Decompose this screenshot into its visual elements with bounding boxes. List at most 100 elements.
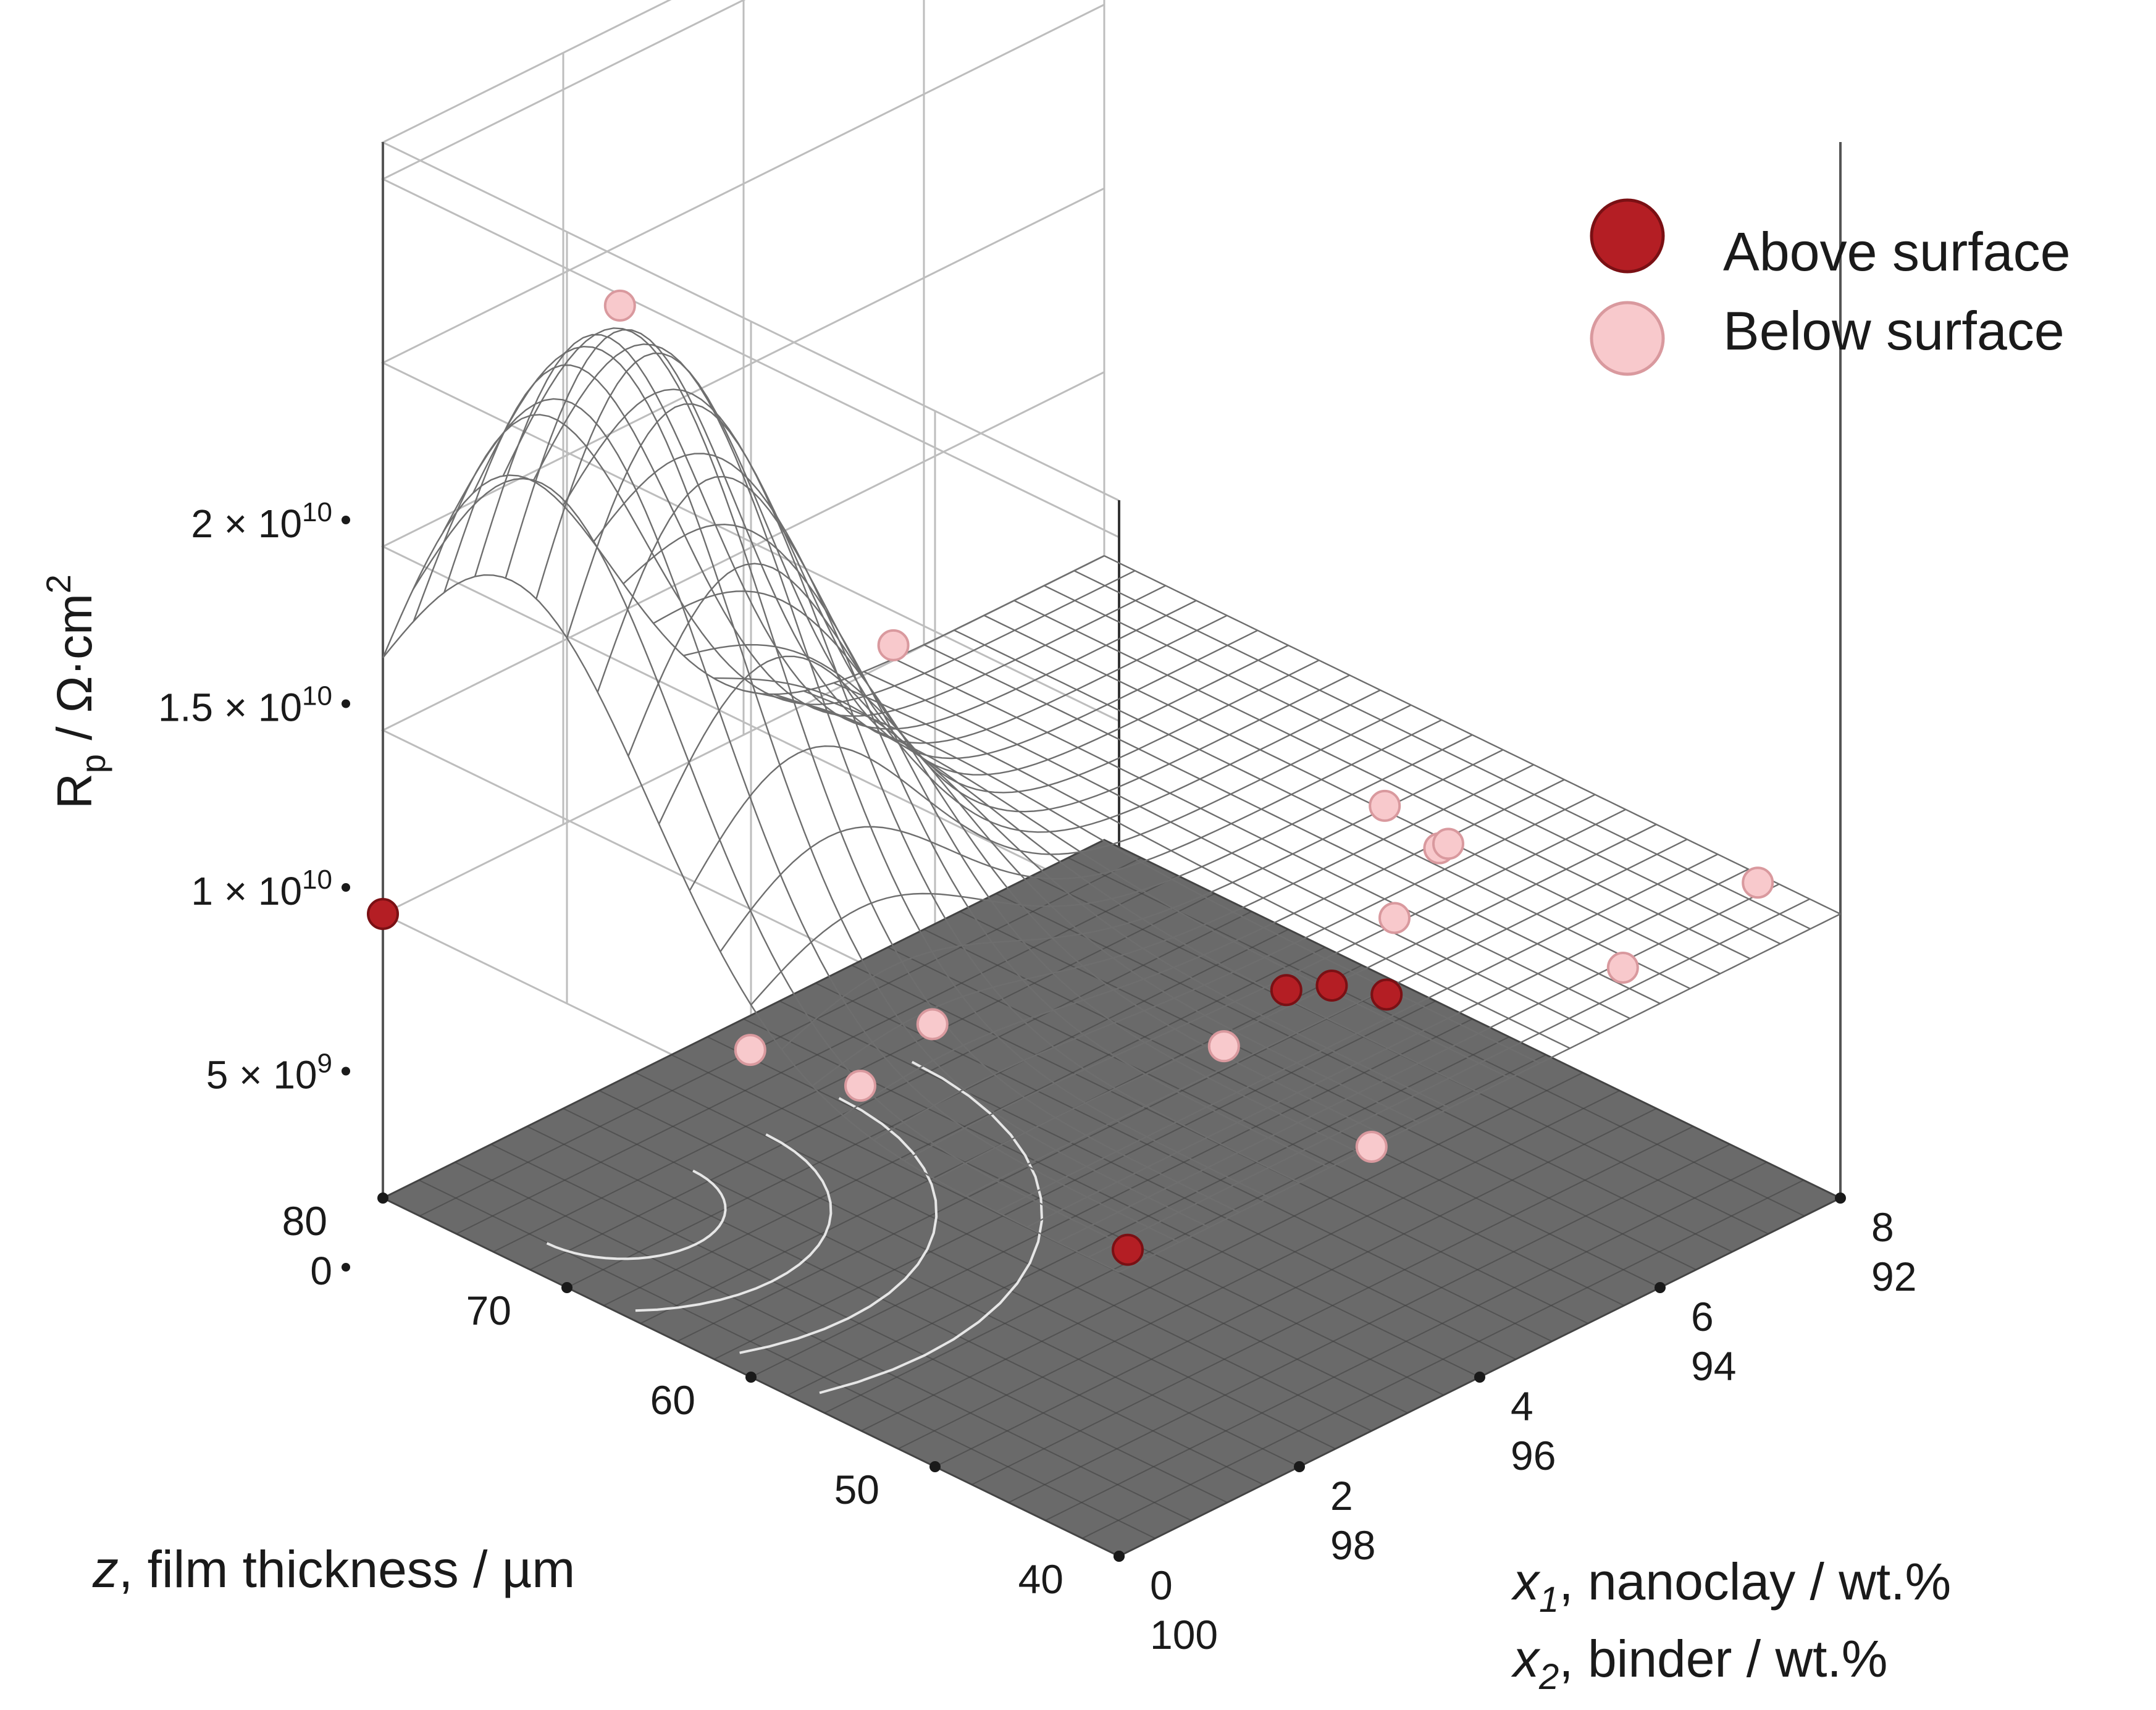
data-point-below (1432, 828, 1464, 860)
floor-grid-line (934, 1108, 1657, 1467)
surface-mesh-line (382, 474, 1105, 695)
thickness-tick-label: 50 (834, 1467, 879, 1512)
data-point-below (1606, 952, 1639, 984)
floor-grid-line (897, 1090, 1620, 1449)
composition-tick-dot (1655, 1282, 1666, 1293)
floor-grid-line (419, 857, 1142, 1217)
floor-grid-line (1045, 1162, 1768, 1521)
data-point-below (1378, 902, 1411, 934)
thickness-axis-title: z, film thickness / µm (92, 1540, 575, 1598)
surface-mesh-line (996, 853, 1718, 1213)
legend-marker-below (1590, 301, 1665, 376)
binder-tick-label: 94 (1691, 1343, 1736, 1389)
legend: Above surface Below surface (1590, 198, 2071, 376)
floor-grid-line (971, 1126, 1694, 1485)
binder-tick-label: 100 (1150, 1612, 1218, 1658)
data-point-above (1315, 970, 1348, 1002)
legend-marker-above (1590, 198, 1665, 274)
surface-mesh-line (1088, 898, 1810, 1258)
surface-mesh-line (689, 704, 1412, 891)
floor-grid-line (750, 1018, 1473, 1378)
binder-tick-label: 92 (1871, 1254, 1916, 1299)
nanoclay-tick-label: 0 (1150, 1562, 1173, 1608)
surface-mesh-line (597, 476, 1320, 794)
surface-mesh-line (904, 808, 1626, 1162)
floor-grid-line (1008, 1144, 1730, 1503)
legend-label-above: Above surface (1723, 221, 2071, 282)
surface-mesh-line (1026, 868, 1749, 1228)
data-point-above (1112, 1233, 1144, 1266)
floor-grid-line (787, 1036, 1510, 1396)
data-point-above (1370, 978, 1403, 1011)
surface-mesh-line (719, 719, 1442, 952)
nanoclay-axis-title: x1, nanoclay / wt.% (1511, 1553, 1951, 1620)
data-point-below (734, 1034, 766, 1067)
floor-grid-line (824, 1054, 1546, 1414)
thickness-tick-dot (745, 1372, 757, 1383)
binder-tick-label: 98 (1330, 1522, 1375, 1568)
data-point-below (877, 629, 910, 661)
z-tick-label: 1 × 1010 (191, 865, 332, 913)
surface-mesh-line (658, 655, 1381, 833)
floor-plane (380, 839, 1843, 1557)
thickness-tick-label: 40 (1018, 1556, 1063, 1602)
floor-contour (739, 1097, 938, 1354)
composition-tick-dot (1294, 1461, 1305, 1472)
thickness-tick-dot (929, 1461, 941, 1472)
binder-axis-title: x2, binder / wt.% (1511, 1630, 1887, 1697)
surface-mesh-line (535, 352, 1258, 760)
floor-grid-line (677, 983, 1399, 1342)
z-tick-label: 1.5 × 1010 (158, 681, 332, 730)
z-tick-label: 0 (310, 1249, 332, 1293)
surface-mesh-line (474, 333, 1197, 730)
z-tick-label: 2 × 1010 (191, 497, 332, 546)
data-point-below (1369, 789, 1401, 822)
surface-mesh-line (965, 839, 1688, 1197)
composition-tick-dot (1474, 1372, 1485, 1383)
floor-grid-line (1081, 1180, 1804, 1539)
surface-mesh-line (413, 414, 1136, 705)
thickness-tick-label: 60 (650, 1377, 695, 1423)
nanoclay-tick-label: 2 (1330, 1473, 1353, 1519)
surface-mesh-line (750, 734, 1473, 1005)
surface-mesh-line (627, 563, 1350, 813)
z-tick-dot (342, 1263, 350, 1272)
data-point-below (1207, 1030, 1240, 1063)
surface-mesh-line (1057, 883, 1780, 1243)
z-tick-dot (342, 699, 350, 708)
thickness-tick-label: 70 (466, 1288, 511, 1333)
z-tick-dot (342, 516, 350, 524)
composition-tick-dot (1835, 1192, 1846, 1204)
z-axis-title: Rp / Ω·cm2 (39, 574, 112, 809)
floor-contour (546, 1170, 727, 1260)
response-surface (382, 327, 1841, 1273)
nanoclay-tick-label: 6 (1691, 1294, 1714, 1339)
data-points (367, 289, 1774, 1266)
legend-label-below: Below surface (1723, 300, 2065, 361)
binder-tick-label: 96 (1511, 1433, 1556, 1478)
nanoclay-tick-label: 8 (1871, 1204, 1894, 1250)
data-point-above (367, 898, 399, 930)
floor-grid-line (861, 1072, 1583, 1431)
thickness-tick-dot (377, 1192, 388, 1204)
data-point-below (916, 1008, 949, 1041)
z-tick-dot (342, 883, 350, 892)
surface-mesh-line (873, 794, 1596, 1141)
floor-contour (635, 1133, 833, 1312)
z-tick-dot (342, 1067, 350, 1076)
floor-grid-line (603, 947, 1326, 1306)
thickness-tick-label: 80 (282, 1198, 327, 1244)
z-tick-label: 5 × 109 (206, 1049, 332, 1097)
data-point-below (1742, 866, 1774, 899)
data-point-below (844, 1070, 876, 1102)
floor-grid-line (456, 875, 1178, 1234)
surface-mesh-line (566, 403, 1289, 776)
data-point-below (1355, 1131, 1388, 1163)
composition-tick-dot (1114, 1551, 1125, 1562)
surface-mesh-line (1118, 913, 1841, 1273)
thickness-tick-dot (561, 1282, 573, 1293)
floor-grid-line (713, 1000, 1436, 1360)
data-point-below (603, 289, 636, 322)
